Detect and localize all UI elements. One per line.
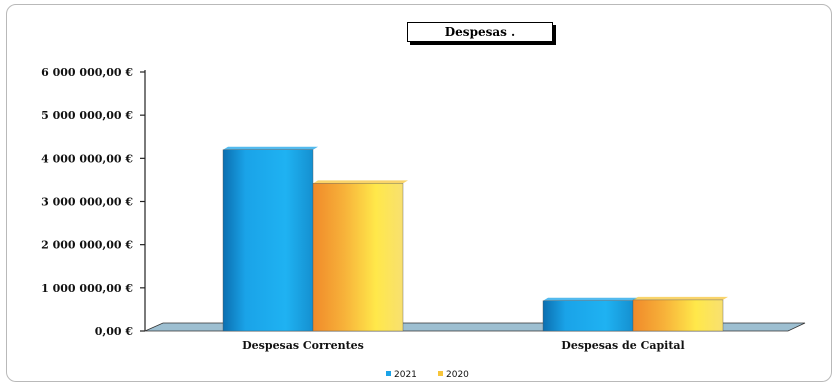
y-tick-label: 4 000 000,00 € [41, 152, 133, 165]
y-tick-label: 3 000 000,00 € [41, 196, 133, 209]
category-label: Despesas de Capital [561, 339, 684, 352]
bar-2020-0 [312, 183, 404, 332]
legend-label-2020: 2020 [446, 370, 469, 380]
bar-2021-0 [222, 149, 314, 332]
y-tick-label: 0,00 € [95, 325, 134, 338]
legend-label-2021: 2021 [394, 370, 417, 380]
y-tick-label: 5 000 000,00 € [41, 109, 133, 122]
bar-top [313, 180, 408, 184]
bar-top [223, 146, 318, 150]
y-tick-label: 1 000 000,00 € [41, 282, 133, 295]
bar-2020-1 [632, 299, 724, 332]
y-tick-label: 6 000 000,00 € [41, 66, 133, 79]
legend-swatch-2020 [438, 371, 443, 376]
bar-top [633, 296, 728, 300]
legend-swatch-2021 [386, 371, 391, 376]
y-tick-label: 2 000 000,00 € [41, 239, 133, 252]
category-label: Despesas Correntes [242, 339, 364, 352]
bar-top [543, 297, 638, 301]
bar-2021-1 [542, 300, 634, 332]
chart-title-text: Despesas . [444, 25, 516, 39]
chart-title: Despesas . [407, 22, 553, 42]
